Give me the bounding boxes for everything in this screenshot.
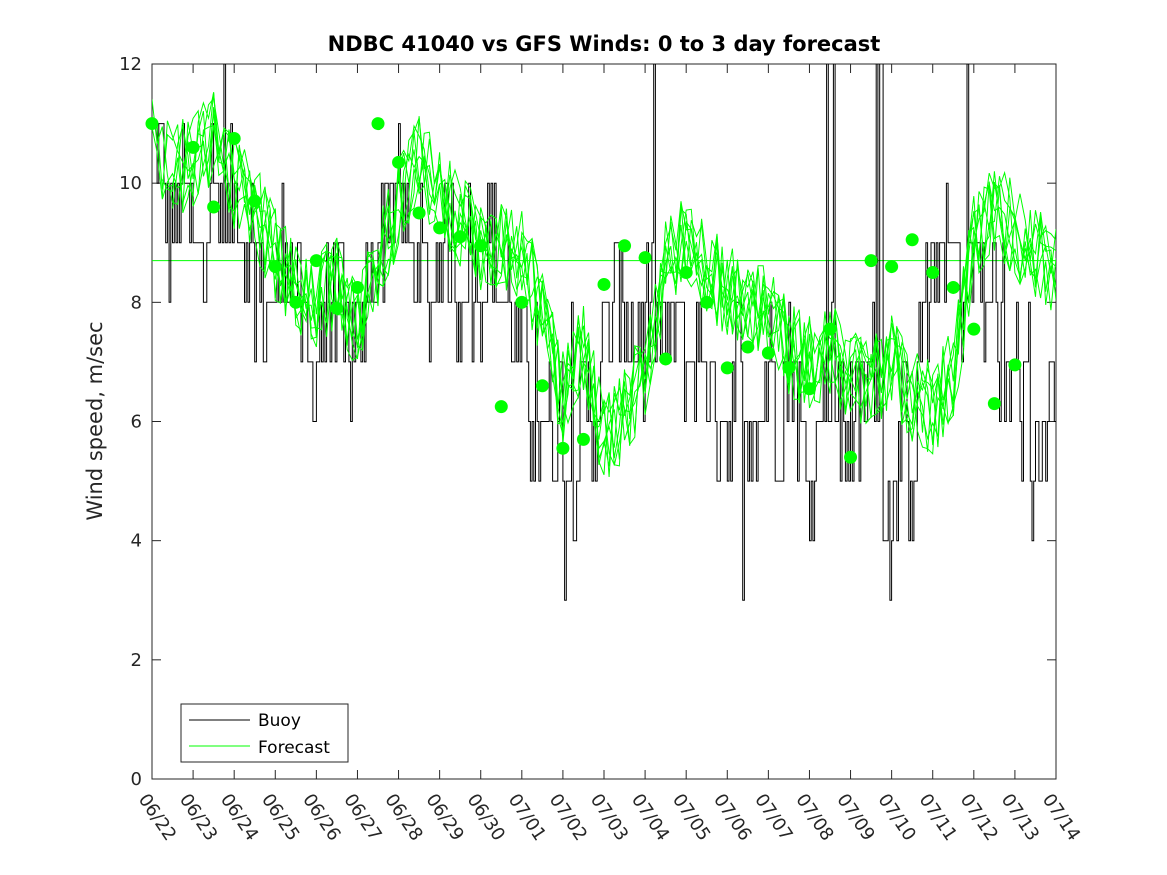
- forecast-marker: [679, 266, 693, 280]
- y-axis: 0 2 4 6 8 10 12: [119, 54, 1056, 790]
- forecast-marker: [1008, 358, 1022, 372]
- forecast-marker: [227, 131, 241, 145]
- forecast-run-line: [182, 92, 1056, 466]
- forecast-marker: [823, 322, 837, 336]
- forecast-marker: [618, 239, 632, 253]
- forecast-marker: [926, 266, 940, 280]
- forecast-marker: [433, 221, 447, 235]
- forecast-run-line: [161, 92, 1056, 467]
- forecast-marker: [576, 432, 590, 446]
- forecast-marker: [145, 117, 159, 131]
- y-tick-label: 12: [119, 54, 142, 75]
- y-tick-label: 6: [131, 412, 142, 433]
- forecast-marker: [597, 277, 611, 291]
- forecast-marker: [207, 200, 221, 214]
- forecast-marker: [371, 117, 385, 131]
- chart-title: NDBC 41040 vs GFS Winds: 0 to 3 day fore…: [328, 32, 881, 56]
- forecast-marker: [946, 280, 960, 294]
- forecast-marker: [741, 340, 755, 354]
- forecast-marker: [289, 295, 303, 309]
- y-tick-label: 4: [131, 531, 142, 552]
- forecast-marker: [659, 352, 673, 366]
- forecast-marker: [905, 233, 919, 247]
- forecast-marker: [761, 346, 775, 360]
- forecast-run-line: [156, 97, 1056, 478]
- y-tick-label: 8: [131, 292, 142, 313]
- forecast-marker: [412, 206, 426, 220]
- forecast-run-line: [167, 107, 1056, 460]
- forecast-marker: [392, 155, 406, 169]
- forecast-marker: [330, 301, 344, 315]
- forecast-marker: [186, 140, 200, 154]
- y-axis-label: Wind speed, m/sec: [83, 321, 107, 520]
- y-tick-label: 2: [131, 650, 142, 671]
- forecast-marker: [268, 260, 282, 274]
- forecast-marker: [700, 295, 714, 309]
- forecast-marker: [987, 397, 1001, 411]
- plot-area: [151, 63, 1057, 780]
- forecast-marker: [453, 230, 467, 244]
- legend-buoy-label: Buoy: [258, 711, 301, 731]
- forecast-marker: [802, 382, 816, 396]
- y-tick-label: 0: [131, 769, 142, 790]
- forecast-marker: [494, 400, 508, 414]
- forecast-marker: [638, 251, 652, 265]
- forecast-series: [152, 92, 1056, 478]
- forecast-marker: [350, 280, 364, 294]
- forecast-marker: [309, 254, 323, 268]
- forecast-marker: [720, 361, 734, 375]
- forecast-marker: [556, 441, 570, 455]
- forecast-marker: [967, 322, 981, 336]
- forecast-marker: [535, 379, 549, 393]
- forecast-marker: [782, 361, 796, 375]
- forecast-marker: [515, 295, 529, 309]
- forecast-marker: [474, 239, 488, 253]
- forecast-marker: [885, 260, 899, 274]
- legend-forecast-label: Forecast: [258, 738, 330, 758]
- legend-box: [180, 703, 349, 763]
- forecast-marker: [248, 194, 262, 208]
- y-tick-label: 10: [119, 173, 142, 194]
- forecast-marker: [864, 254, 878, 268]
- legend: Buoy Forecast: [180, 703, 349, 763]
- forecast-marker: [844, 450, 858, 464]
- forecast-markers: [145, 117, 1022, 464]
- forecast-run-line: [152, 109, 1056, 446]
